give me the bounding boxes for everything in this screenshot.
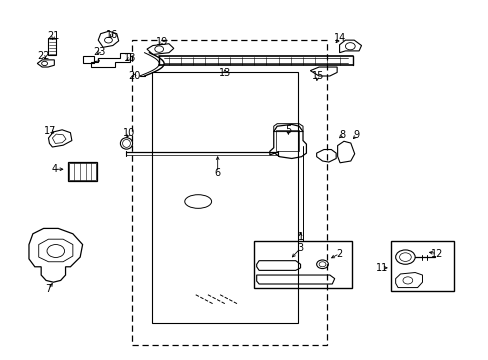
Text: 19: 19 bbox=[155, 37, 167, 47]
Bar bbox=[82, 56, 94, 63]
Text: 22: 22 bbox=[37, 51, 50, 61]
Text: 6: 6 bbox=[214, 168, 220, 178]
Text: 17: 17 bbox=[44, 126, 57, 135]
Bar bbox=[69, 163, 96, 180]
Text: 12: 12 bbox=[430, 248, 443, 258]
Text: 10: 10 bbox=[122, 129, 135, 138]
Text: 3: 3 bbox=[297, 243, 303, 253]
Bar bbox=[48, 38, 56, 55]
Text: 16: 16 bbox=[105, 30, 118, 40]
Text: 13: 13 bbox=[219, 68, 231, 78]
Text: 23: 23 bbox=[93, 46, 105, 57]
Text: 1: 1 bbox=[297, 232, 303, 242]
Text: 20: 20 bbox=[128, 71, 141, 81]
Text: 2: 2 bbox=[336, 248, 342, 258]
Text: 7: 7 bbox=[45, 284, 52, 294]
Text: 21: 21 bbox=[47, 31, 60, 41]
Text: 18: 18 bbox=[123, 53, 136, 63]
Text: 11: 11 bbox=[375, 263, 387, 273]
Text: 9: 9 bbox=[353, 130, 359, 140]
Text: 15: 15 bbox=[311, 71, 323, 81]
Text: 8: 8 bbox=[338, 130, 345, 140]
Bar bbox=[390, 241, 453, 291]
Bar bbox=[68, 162, 97, 181]
Text: 14: 14 bbox=[333, 33, 345, 43]
Bar bbox=[275, 130, 299, 151]
Text: 5: 5 bbox=[285, 125, 291, 135]
Bar bbox=[254, 241, 351, 288]
Text: 4: 4 bbox=[51, 164, 57, 174]
